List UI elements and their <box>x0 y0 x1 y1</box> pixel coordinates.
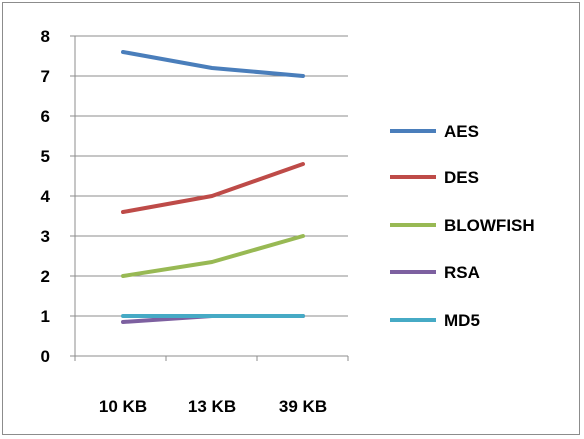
y-tick-label: 8 <box>41 27 50 46</box>
legend-label-md5: MD5 <box>444 311 480 330</box>
legend-label-rsa: RSA <box>444 263 480 282</box>
x-tick-label: 39 KB <box>279 397 327 416</box>
y-axis-ticks: 0 1 2 3 4 5 6 7 8 <box>41 27 51 366</box>
gridlines <box>75 35 348 317</box>
legend-label-des: DES <box>444 168 479 187</box>
y-tick-label: 0 <box>41 347 50 366</box>
series-line-aes <box>121 50 305 78</box>
y-tick-label: 7 <box>41 67 50 86</box>
series-lines <box>121 50 305 324</box>
legend-label-blowfish: BLOWFISH <box>444 216 535 235</box>
y-tick-label: 4 <box>41 187 51 206</box>
y-tick-label: 3 <box>41 227 50 246</box>
y-tick-label: 2 <box>41 267 50 286</box>
axes <box>70 35 349 361</box>
series-line-des <box>121 162 305 214</box>
legend: AES DES BLOWFISH RSA MD5 <box>390 122 535 330</box>
y-tick-label: 1 <box>41 307 50 326</box>
series-line-blowfish <box>121 234 305 278</box>
y-tick-label: 5 <box>41 147 50 166</box>
legend-label-aes: AES <box>444 122 479 141</box>
x-tick-label: 10 KB <box>99 397 147 416</box>
x-axis-ticks: 10 KB 13 KB 39 KB <box>99 397 327 416</box>
x-tick-label: 13 KB <box>188 397 236 416</box>
y-tick-label: 6 <box>41 107 50 126</box>
